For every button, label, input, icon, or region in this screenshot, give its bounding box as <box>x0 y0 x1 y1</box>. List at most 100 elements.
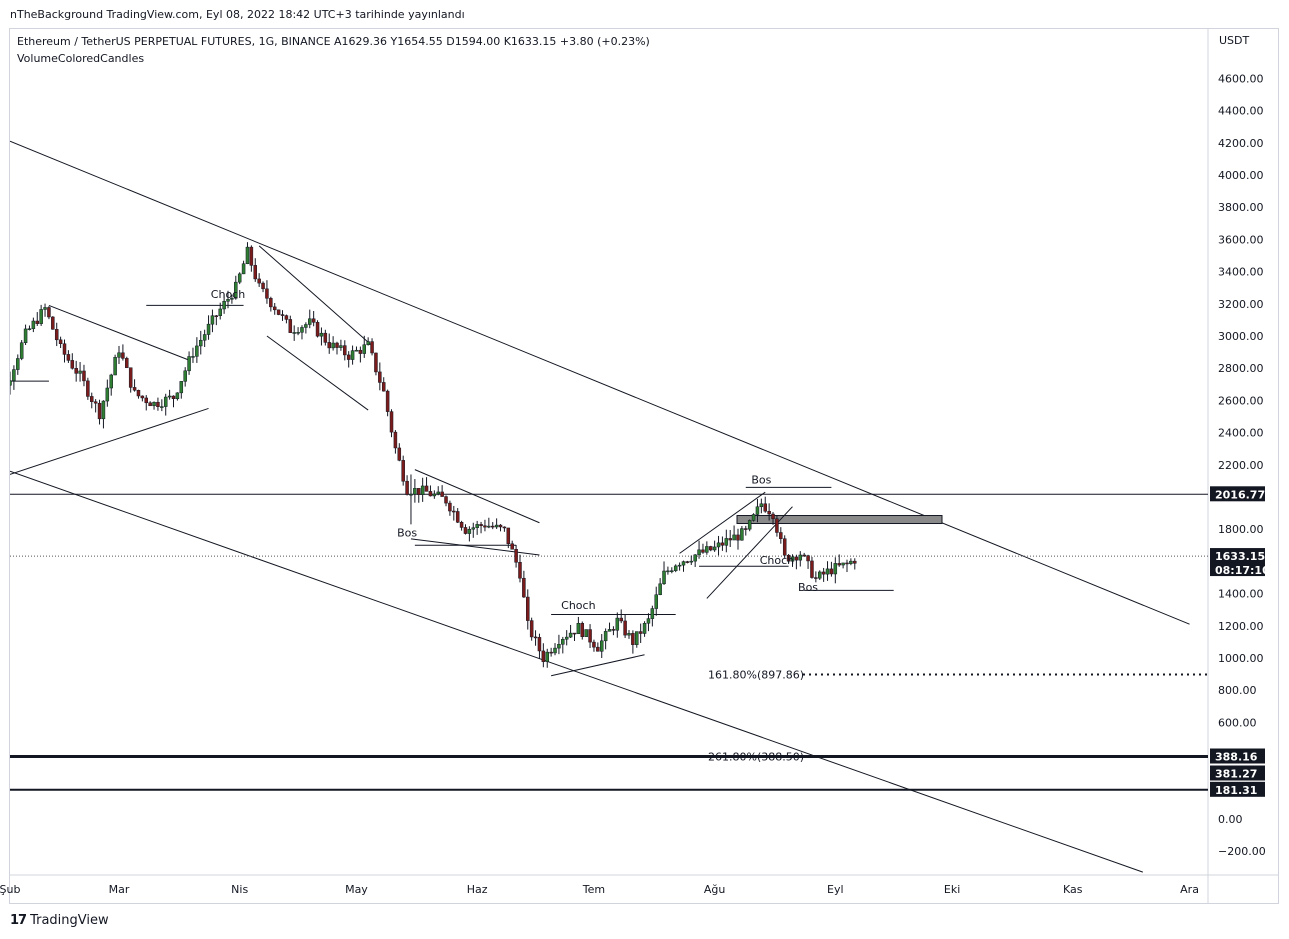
price-tag-label: 381.27 <box>1215 768 1257 781</box>
candle-body <box>378 371 382 383</box>
candle-body <box>389 411 394 433</box>
candle-body <box>214 315 219 317</box>
candle-body <box>311 318 316 323</box>
candle-body <box>199 339 203 347</box>
candle-body <box>475 524 479 528</box>
candle-body <box>584 629 588 637</box>
candle-body <box>296 332 300 334</box>
candle-body <box>755 506 760 515</box>
candle-body <box>522 577 526 598</box>
indicator-legend[interactable]: VolumeColoredCandles <box>17 52 145 65</box>
candle-body <box>526 596 530 621</box>
candle-body <box>767 510 771 515</box>
candle-body <box>218 308 222 316</box>
candle-body <box>627 633 631 636</box>
candle-body <box>109 374 113 389</box>
candle-body <box>635 631 639 645</box>
candle-body <box>564 636 569 640</box>
price-axis-tick: 3400.00 <box>1218 266 1264 279</box>
candle-body <box>708 546 713 551</box>
candle-body <box>237 273 242 283</box>
candle-body <box>615 617 620 631</box>
candle-body <box>549 651 553 654</box>
candle-body <box>498 524 503 528</box>
candle-body <box>101 400 106 420</box>
candle-body <box>308 318 312 325</box>
candle-body <box>16 358 20 370</box>
candle-body <box>459 522 464 528</box>
candle-body <box>156 401 160 407</box>
candle-body <box>740 528 744 541</box>
candle-body <box>39 309 43 324</box>
price-tag-countdown: 08:17:10 <box>1215 564 1270 577</box>
candle-body <box>685 561 690 563</box>
candle-body <box>747 520 752 530</box>
candle-body <box>265 288 269 299</box>
candle-body <box>339 345 343 348</box>
candle-body <box>775 518 779 533</box>
candle-body <box>814 577 818 579</box>
candle-body <box>288 319 293 333</box>
candle-body <box>284 315 289 320</box>
candle-body <box>576 623 581 635</box>
symbol-legend[interactable]: Ethereum / TetherUS PERPETUAL FUTURES, 1… <box>17 35 650 48</box>
candle-body <box>226 299 230 302</box>
price-axis-tick: 1800.00 <box>1218 523 1264 536</box>
candle-body <box>744 528 748 530</box>
candle-body <box>853 560 857 564</box>
candle-body <box>428 491 433 497</box>
candle-body <box>681 561 686 566</box>
candle-body <box>350 350 355 360</box>
price-axis-tick: 4400.00 <box>1218 105 1264 118</box>
candle-body <box>128 367 133 388</box>
candle-body <box>86 380 90 397</box>
plot-area: 161.80%(897.86) 261.80%(388.50) Choch Bos Ch… <box>10 140 1208 873</box>
candle-body <box>662 570 666 585</box>
candle-body <box>736 534 740 541</box>
candle-body <box>35 320 40 324</box>
chart-frame <box>9 28 1279 904</box>
candle-body <box>837 563 841 566</box>
candle-body <box>381 382 386 392</box>
candle-body <box>638 631 643 634</box>
price-axis-tick: 4000.00 <box>1218 169 1264 182</box>
candle-body <box>358 349 363 354</box>
candle-body <box>62 343 67 355</box>
candle-body <box>580 623 585 637</box>
candle-body <box>541 650 546 662</box>
price-tag-label: 181.31 <box>1215 784 1257 797</box>
candle-body <box>319 332 324 337</box>
candle-body <box>568 632 573 638</box>
candle-body <box>420 485 425 495</box>
brand-footer[interactable]: 17 TradingView <box>10 913 109 928</box>
annotation-label: Bos <box>798 581 818 594</box>
candle-body <box>728 538 732 541</box>
candle-body <box>705 546 709 553</box>
candle-body <box>479 524 483 526</box>
candle-body <box>763 503 767 512</box>
candle-body <box>191 356 195 358</box>
candle-body <box>249 246 254 266</box>
candle-body <box>354 349 359 352</box>
candle-body <box>202 334 207 341</box>
time-axis-tick: May <box>345 883 368 896</box>
candle-body <box>502 526 507 529</box>
candle-body <box>148 402 152 407</box>
time-axis-tick: Eyl <box>827 883 844 896</box>
price-axis-tick: 3800.00 <box>1218 201 1264 214</box>
candle-body <box>646 618 651 624</box>
candle-body <box>825 568 830 575</box>
channel-lower-line <box>10 470 1144 873</box>
candle-body <box>343 345 347 356</box>
candle-body <box>845 562 849 565</box>
brand-label: TradingView <box>30 913 109 928</box>
candle-body <box>471 527 476 530</box>
candle-body <box>331 342 335 349</box>
candle-body <box>179 381 184 394</box>
annotation-label: Choch <box>211 288 245 301</box>
candle-body <box>183 370 187 382</box>
candle-body <box>90 396 94 402</box>
candle-body <box>51 316 55 330</box>
candle-body <box>588 629 592 643</box>
